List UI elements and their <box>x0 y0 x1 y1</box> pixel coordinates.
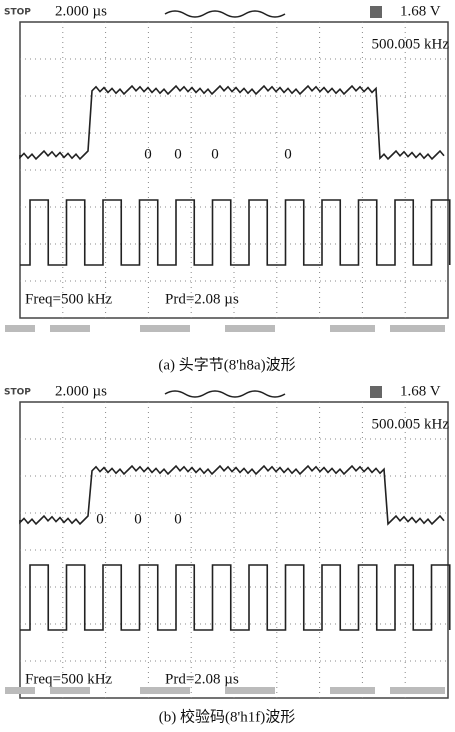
marker: 0 <box>211 146 219 162</box>
status-bar-blur <box>330 687 375 694</box>
trigger-level: 1.68 V <box>400 383 441 399</box>
marker: 0 <box>174 146 182 162</box>
marker: 0 <box>134 511 142 527</box>
clock-waveform <box>20 565 450 630</box>
marker: 0 <box>144 146 152 162</box>
trigger-icon <box>165 11 285 17</box>
channel-icon <box>370 386 382 398</box>
frequency: 500.005 kHz <box>372 416 450 432</box>
status-bar-blur <box>50 687 90 694</box>
status-bar-blur <box>140 687 190 694</box>
marker: 0 <box>174 511 182 527</box>
marker: 0 <box>96 511 104 527</box>
period-readout: Prd=2.08 µs <box>165 671 239 687</box>
page: 0 0 0 0 STOP 2.000 µs 1.68 V 500.005 kHz Freq=50… <box>0 0 455 732</box>
status-bar-blur <box>225 325 275 332</box>
status-bar-blur <box>390 325 445 332</box>
status-bar-blur <box>5 325 35 332</box>
screen-frame <box>20 402 448 698</box>
screen-frame <box>20 22 448 318</box>
freq-readout: Freq=500 kHz <box>25 671 113 687</box>
scope-panel: 0 0 0 STOP 2.000 µs 1.68 V 500.005 kHz Freq=500… <box>4 383 450 725</box>
data-waveform <box>20 466 444 524</box>
status-bar-blur <box>225 687 275 694</box>
timebase: 2.000 µs <box>55 383 107 399</box>
trigger-icon <box>165 391 285 397</box>
status-bar-blur <box>390 687 445 694</box>
trigger-level: 1.68 V <box>400 3 441 19</box>
frequency: 500.005 kHz <box>372 36 450 52</box>
channel-icon <box>370 6 382 18</box>
caption: (b) 校验码(8'h1f)波形 <box>159 708 295 725</box>
scope-panel: 0 0 0 0 STOP 2.000 µs 1.68 V 500.005 kHz Freq=50… <box>4 3 450 373</box>
caption: (a) 头字节(8'h8a)波形 <box>158 356 295 373</box>
freq-readout: Freq=500 kHz <box>25 291 113 307</box>
timebase: 2.000 µs <box>55 3 107 19</box>
status-bar-blur <box>140 325 190 332</box>
status: STOP <box>4 388 31 398</box>
clock-waveform <box>20 200 450 265</box>
status-bar-blur <box>5 687 35 694</box>
period-readout: Prd=2.08 µs <box>165 291 239 307</box>
marker: 0 <box>284 146 292 162</box>
status-bar-blur <box>330 325 375 332</box>
status-bar-blur <box>50 325 90 332</box>
data-waveform <box>20 86 444 159</box>
status: STOP <box>4 8 31 18</box>
